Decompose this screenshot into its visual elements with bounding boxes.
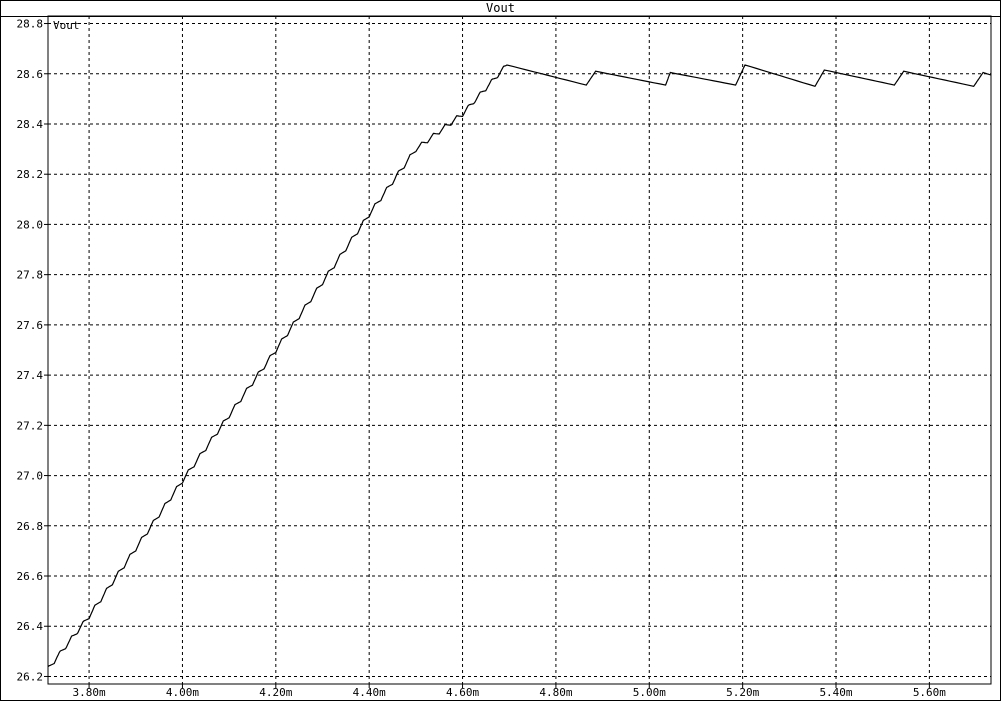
x-tick-label: 5.00m [633, 686, 666, 699]
x-tick-label: 5.60m [913, 686, 946, 699]
x-tick-label: 3.80m [73, 686, 106, 699]
series-layer [47, 64, 992, 668]
y-tick-label: 26.6 [17, 570, 44, 583]
y-tick-label: 28.0 [17, 218, 44, 231]
y-tick-label: 26.2 [17, 670, 44, 683]
plot-area-frame [47, 15, 992, 685]
x-tick-label: 4.40m [353, 686, 386, 699]
x-tick-label: 4.60m [446, 686, 479, 699]
y-tick-label: 27.0 [17, 470, 44, 483]
y-tick-label: 28.4 [17, 118, 44, 131]
y-tick-label: 26.4 [17, 620, 44, 633]
y-tick-label: 27.6 [17, 319, 44, 332]
x-tick-label: 4.20m [259, 686, 292, 699]
y-tick-label: 26.8 [17, 520, 44, 533]
y-tick-label: 27.8 [17, 269, 44, 282]
y-tick-label: 27.4 [17, 369, 44, 382]
trace-label: Vout [53, 19, 80, 32]
grid-lines [48, 16, 991, 684]
y-tick-label: 28.2 [17, 168, 44, 181]
y-tick-label: 28.6 [17, 68, 44, 81]
series-line-vout [47, 64, 992, 668]
x-tick-label: 5.20m [726, 686, 759, 699]
y-tick-label: 27.2 [17, 419, 44, 432]
y-tick-label: 28.8 [17, 18, 44, 31]
x-tick-label: 4.80m [539, 686, 572, 699]
axis-ticks: 3.80m 4.00m 4.20m 4.40m 4.60m 4.80m 5.00m 5.20m… [17, 18, 947, 699]
x-tick-label: 4.00m [166, 686, 199, 699]
x-tick-label: 5.40m [819, 686, 852, 699]
